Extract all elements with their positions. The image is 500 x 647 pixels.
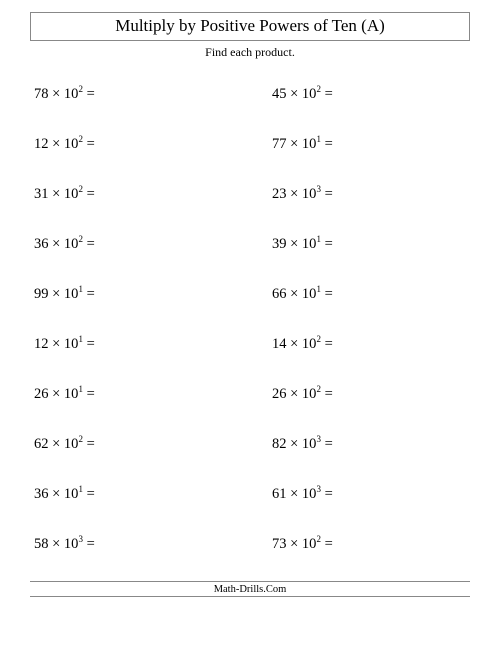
problem-exp: 1 [78, 284, 83, 294]
problem-exp: 2 [316, 84, 321, 94]
problem-exp: 2 [78, 434, 83, 444]
problem: 99 × 101 = [34, 286, 252, 303]
problem-base: 39 [272, 236, 287, 252]
problem: 39 × 101 = [252, 236, 470, 253]
problem-exp: 2 [78, 234, 83, 244]
problem-exp: 1 [78, 334, 83, 344]
problem: 23 × 103 = [252, 186, 470, 203]
problem-base: 58 [34, 536, 49, 552]
problems-grid: 78 × 102 =45 × 102 = 12 × 102 =77 × 101 =… [30, 86, 470, 553]
problem: 36 × 101 = [34, 486, 252, 503]
footer: Math-Drills.Com [30, 581, 470, 597]
problem: 36 × 102 = [34, 236, 252, 253]
problem-base: 26 [272, 386, 287, 402]
problem-exp: 1 [78, 384, 83, 394]
problem-base: 66 [272, 286, 287, 302]
problem-exp: 3 [316, 484, 321, 494]
problem: 78 × 102 = [34, 86, 252, 103]
problem-base: 12 [34, 336, 49, 352]
problem: 31 × 102 = [34, 186, 252, 203]
problem-base: 62 [34, 436, 49, 452]
problem-exp: 2 [316, 384, 321, 394]
problem-exp: 2 [78, 134, 83, 144]
problem-exp: 3 [78, 534, 83, 544]
problem-base: 36 [34, 486, 49, 502]
problem-base: 77 [272, 136, 287, 152]
problem-exp: 2 [316, 334, 321, 344]
problem-base: 31 [34, 186, 49, 202]
problem-exp: 3 [316, 434, 321, 444]
problem-base: 82 [272, 436, 287, 452]
problem: 77 × 101 = [252, 136, 470, 153]
problem: 66 × 101 = [252, 286, 470, 303]
problem-base: 73 [272, 536, 287, 552]
problem-exp: 1 [78, 484, 83, 494]
title-box: Multiply by Positive Powers of Ten (A) [30, 12, 470, 41]
problem: 12 × 101 = [34, 336, 252, 353]
problem-exp: 2 [78, 84, 83, 94]
footer-text: Math-Drills.Com [214, 584, 287, 595]
problem-base: 99 [34, 286, 49, 302]
problem-base: 61 [272, 486, 287, 502]
problem: 58 × 103 = [34, 536, 252, 553]
problem-base: 26 [34, 386, 49, 402]
problem-base: 78 [34, 86, 49, 102]
problem: 14 × 102 = [252, 336, 470, 353]
problem: 82 × 103 = [252, 436, 470, 453]
problem: 26 × 102 = [252, 386, 470, 403]
problem-exp: 1 [316, 284, 321, 294]
problem-exp: 2 [78, 184, 83, 194]
problem: 12 × 102 = [34, 136, 252, 153]
problem-exp: 1 [316, 234, 321, 244]
problem: 26 × 101 = [34, 386, 252, 403]
page-title: Multiply by Positive Powers of Ten (A) [31, 16, 469, 36]
problem-base: 14 [272, 336, 287, 352]
problem-exp: 1 [316, 134, 321, 144]
problem-exp: 2 [316, 534, 321, 544]
problem: 45 × 102 = [252, 86, 470, 103]
problem-base: 36 [34, 236, 49, 252]
problem: 62 × 102 = [34, 436, 252, 453]
problem-base: 45 [272, 86, 287, 102]
problem: 61 × 103 = [252, 486, 470, 503]
problem-base: 23 [272, 186, 287, 202]
problem-base: 12 [34, 136, 49, 152]
problem: 73 × 102 = [252, 536, 470, 553]
page-subtitle: Find each product. [30, 45, 470, 60]
problem-exp: 3 [316, 184, 321, 194]
